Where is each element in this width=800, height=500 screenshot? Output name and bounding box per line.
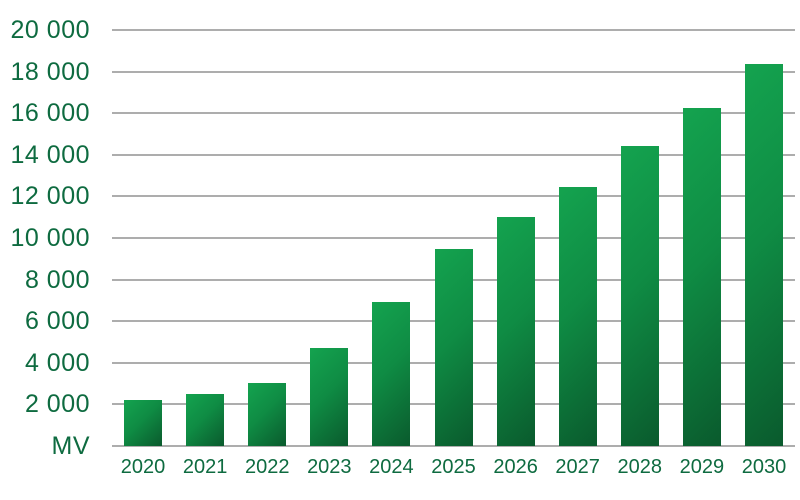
- gridline: [112, 195, 795, 198]
- x-tick-label: 2022: [244, 456, 290, 478]
- baseline-gridline: [112, 445, 795, 447]
- y-tick-label: 10 000: [10, 224, 90, 252]
- bar-2029: [682, 108, 721, 446]
- gridline: [112, 112, 795, 115]
- y-tick-label: 14 000: [10, 140, 90, 169]
- x-tick-label: 2023: [307, 456, 352, 478]
- y-tick-label: 4 000: [24, 348, 90, 377]
- x-tick-label: 2028: [617, 456, 663, 478]
- y-axis: MV 20 000 18 000 16 000 14 000 12 000 10 000 8…: [0, 0, 92, 500]
- y-axis-unit-label: MV: [51, 432, 90, 460]
- x-tick-label: 2021: [182, 456, 228, 478]
- y-tick-label: 2 000: [24, 390, 90, 419]
- bar-2028: [620, 146, 659, 446]
- bar-2027: [558, 187, 597, 446]
- bar-2020: [124, 400, 163, 446]
- x-tick-label: 2026: [493, 456, 538, 478]
- gridline: [112, 153, 795, 156]
- y-tick-label: 12 000: [10, 182, 90, 211]
- gridline: [112, 29, 795, 31]
- x-tick-label: 2025: [431, 456, 476, 478]
- y-tick-label: 16 000: [10, 99, 90, 128]
- bar-2022: [248, 382, 287, 446]
- y-tick-label: 20 000: [10, 16, 90, 44]
- x-tick-label: 2030: [741, 456, 787, 478]
- bar-2023: [310, 348, 349, 446]
- bar-2024: [372, 302, 411, 446]
- x-tick-label: 2024: [369, 456, 414, 478]
- bar-2026: [496, 217, 535, 446]
- x-tick-label: 2027: [555, 456, 600, 478]
- bar-2021: [186, 394, 225, 446]
- y-tick-label: 6 000: [24, 307, 90, 336]
- gridline: [112, 70, 795, 73]
- x-axis: 2020 2021 2022 2023 2024 2025 2026 2027 2028 2029…: [112, 453, 795, 483]
- y-tick-label: 18 000: [10, 57, 90, 86]
- x-tick-label: 2020: [120, 456, 166, 478]
- plot-area: [112, 29, 795, 447]
- x-tick-label: 2029: [679, 456, 725, 478]
- bar-2030: [744, 64, 783, 446]
- bar-2025: [434, 249, 473, 446]
- gridline: [112, 237, 795, 239]
- y-tick-label: 8 000: [24, 265, 90, 294]
